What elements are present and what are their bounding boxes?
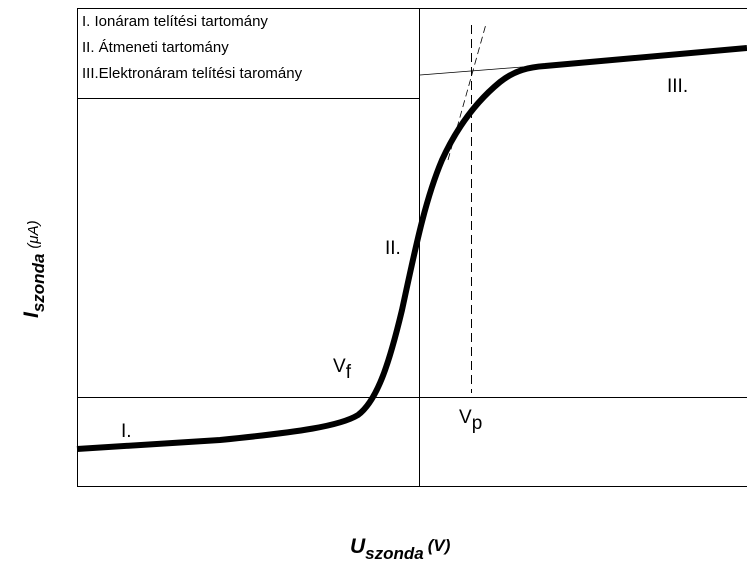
y-label-sub: szonda [29,254,48,313]
x-label-unit: (V) [428,536,451,555]
legend-item: II. Átmeneti tartomány [82,39,229,56]
y-label-symbol: I [20,311,43,318]
region-label: I. [121,421,132,442]
y-label-unit: (μA) [25,220,42,248]
x-axis-label: Uszonda (V) [350,535,451,563]
legend-item: I. Ionáram telítési tartomány [82,13,268,30]
legend-item: III.Elektronáram telítési taromány [82,65,303,82]
vf-sub: f [346,362,352,383]
vf-symbol: V [333,356,346,377]
x-label-sub: szonda [365,544,424,563]
vp-symbol: V [459,407,472,428]
vp-label: Vp [459,407,482,434]
tangent-line [419,65,536,76]
x-label-symbol: U [350,535,366,558]
vf-label: Vf [333,356,352,383]
region-label: II. [385,238,401,259]
region-label: III. [667,76,688,97]
iv-curve [76,45,747,452]
plot-frame [77,8,747,487]
vp-sub: p [472,413,483,434]
y-axis-label: Iszonda (μA) [20,220,48,318]
